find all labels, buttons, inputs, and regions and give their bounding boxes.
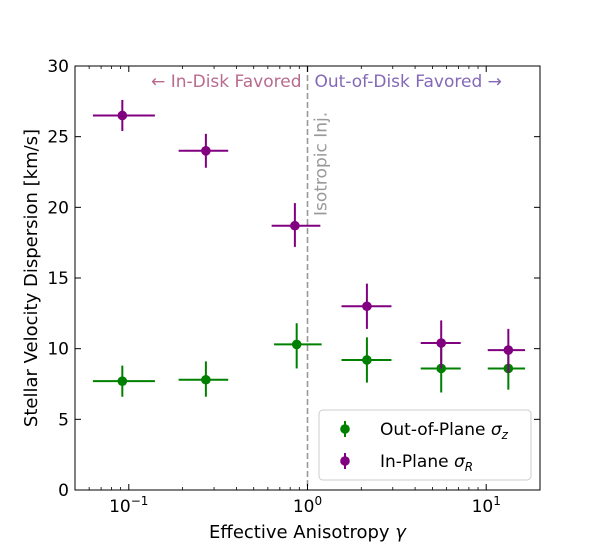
- plot-area: Isotropic Inj. ← In-Disk Favored Out-of-Di…: [92, 66, 526, 490]
- isotropic-label: Isotropic Inj.: [312, 112, 332, 216]
- data-point: [436, 338, 447, 348]
- y-tick-label: 5: [58, 410, 69, 430]
- data-point: [117, 110, 128, 121]
- data-point: [436, 363, 447, 374]
- legend-marker: [340, 424, 350, 434]
- data-point: [117, 376, 128, 386]
- data-point: [201, 374, 211, 385]
- y-tick-label: 10: [47, 340, 69, 360]
- data-point: [362, 301, 372, 312]
- data-point: [290, 220, 300, 231]
- x-axis-title: Effective Anisotropy γ: [209, 522, 407, 543]
- y-axis-title: Stellar Velocity Dispersion [km/s]: [21, 129, 42, 427]
- data-point: [201, 146, 211, 156]
- y-tick-label: 15: [47, 269, 69, 289]
- x-tick-label: 10−1: [109, 494, 148, 517]
- data-point: [291, 339, 302, 350]
- y-tick-label: 0: [58, 481, 69, 501]
- axes: 0 5 10 15 20 25 30 10−1 100 101 Effective Anisotro…: [21, 57, 541, 543]
- x-tick-label: 100: [293, 494, 322, 517]
- legend-label: In-Plane σR: [380, 452, 473, 474]
- y-tick-label: 30: [47, 57, 69, 77]
- legend-label: Out-of-Plane σz: [380, 420, 509, 442]
- data-point: [362, 355, 372, 365]
- series-0: [92, 323, 526, 397]
- x-tick-label: 101: [472, 494, 501, 517]
- data-point: [503, 345, 514, 355]
- legend-box: [318, 409, 532, 481]
- legend: Out-of-Plane σz In-Plane σR: [318, 409, 532, 481]
- region-label-right: Out-of-Disk Favored →: [315, 72, 502, 92]
- y-tick-label: 25: [47, 128, 69, 148]
- legend-marker: [340, 456, 350, 466]
- series-1: [92, 99, 526, 373]
- y-tick-label: 20: [47, 198, 69, 218]
- region-label-left: ← In-Disk Favored: [151, 72, 301, 92]
